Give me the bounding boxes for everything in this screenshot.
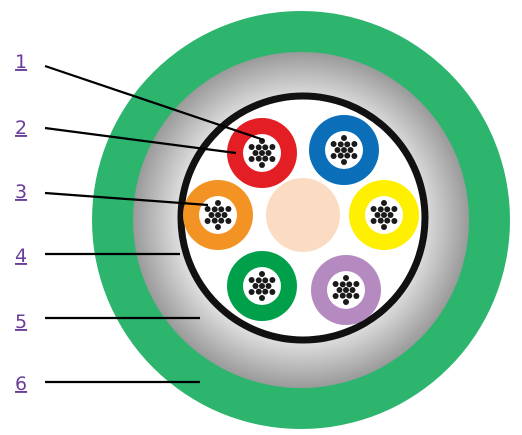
label-link[interactable]: 3 xyxy=(15,181,27,203)
fiber xyxy=(353,293,360,299)
fiber xyxy=(337,141,344,148)
fiber xyxy=(269,144,276,150)
fiber xyxy=(265,150,272,156)
fiber xyxy=(259,271,265,277)
fiber xyxy=(252,150,259,156)
tubes xyxy=(183,115,419,325)
fiber xyxy=(204,206,211,212)
fiber xyxy=(334,147,341,153)
leader-lines xyxy=(44,64,265,384)
fiber xyxy=(215,212,221,218)
fiber xyxy=(248,144,255,150)
fiber xyxy=(343,275,349,281)
fiber xyxy=(339,281,346,288)
fiber xyxy=(332,293,339,299)
label-link[interactable]: 1 xyxy=(15,51,27,73)
fiber xyxy=(370,206,377,212)
fiber xyxy=(346,281,353,288)
fiber xyxy=(255,288,262,295)
leader-line xyxy=(44,126,237,155)
fiber xyxy=(387,212,394,218)
fiber xyxy=(344,141,351,148)
fiber xyxy=(341,159,347,165)
fiber xyxy=(215,200,221,206)
fiber xyxy=(381,200,387,206)
fiber xyxy=(225,218,232,224)
fiber xyxy=(248,289,255,295)
label-link[interactable]: 2 xyxy=(15,117,27,139)
fiber xyxy=(225,206,232,212)
fiber xyxy=(353,281,360,287)
fiber xyxy=(351,153,358,159)
label-link[interactable]: 5 xyxy=(15,311,27,333)
fiber xyxy=(211,206,218,213)
fiber xyxy=(255,277,262,284)
fiber xyxy=(255,155,262,162)
fiber xyxy=(330,153,337,159)
fiber xyxy=(336,287,343,293)
fiber xyxy=(255,144,262,151)
fiber xyxy=(221,212,228,218)
fiber xyxy=(370,218,377,224)
fiber xyxy=(262,288,269,295)
fiber xyxy=(262,155,269,162)
fiber xyxy=(269,289,276,295)
fiber xyxy=(265,283,272,289)
fiber xyxy=(344,152,351,159)
fiber xyxy=(218,217,225,224)
fiber xyxy=(341,147,347,153)
fiber xyxy=(337,152,344,159)
fiber xyxy=(262,277,269,284)
leader-line xyxy=(44,191,209,207)
fiber xyxy=(259,295,265,301)
fiber xyxy=(384,206,391,213)
fiber xyxy=(269,277,276,283)
fiber xyxy=(347,147,354,153)
fiber xyxy=(259,162,265,168)
fiber xyxy=(204,218,211,224)
fiber xyxy=(377,206,384,213)
fiber xyxy=(346,292,353,299)
fiber xyxy=(377,217,384,224)
fiber xyxy=(330,141,337,147)
fiber xyxy=(269,156,276,162)
fiber xyxy=(391,218,398,224)
fiber xyxy=(381,212,387,218)
label-link[interactable]: 4 xyxy=(15,245,27,267)
central-member xyxy=(266,178,340,252)
fiber xyxy=(248,277,255,283)
fiber xyxy=(391,206,398,212)
fiber xyxy=(248,156,255,162)
fiber xyxy=(339,292,346,299)
fiber xyxy=(332,281,339,287)
label-link[interactable]: 6 xyxy=(15,373,27,395)
fiber xyxy=(341,135,347,141)
fiber xyxy=(374,212,381,218)
fiber xyxy=(252,283,259,289)
fiber xyxy=(262,144,269,151)
fiber xyxy=(351,141,358,147)
fiber xyxy=(349,287,356,293)
fiber xyxy=(381,224,387,230)
leader-line xyxy=(44,64,265,142)
fiber xyxy=(343,299,349,305)
fiber xyxy=(259,283,265,289)
fiber xyxy=(343,287,349,293)
fiber xyxy=(384,217,391,224)
fiber xyxy=(211,217,218,224)
fiber xyxy=(215,224,221,230)
fiber xyxy=(259,150,265,156)
fiber xyxy=(208,212,215,218)
fiber xyxy=(218,206,225,213)
